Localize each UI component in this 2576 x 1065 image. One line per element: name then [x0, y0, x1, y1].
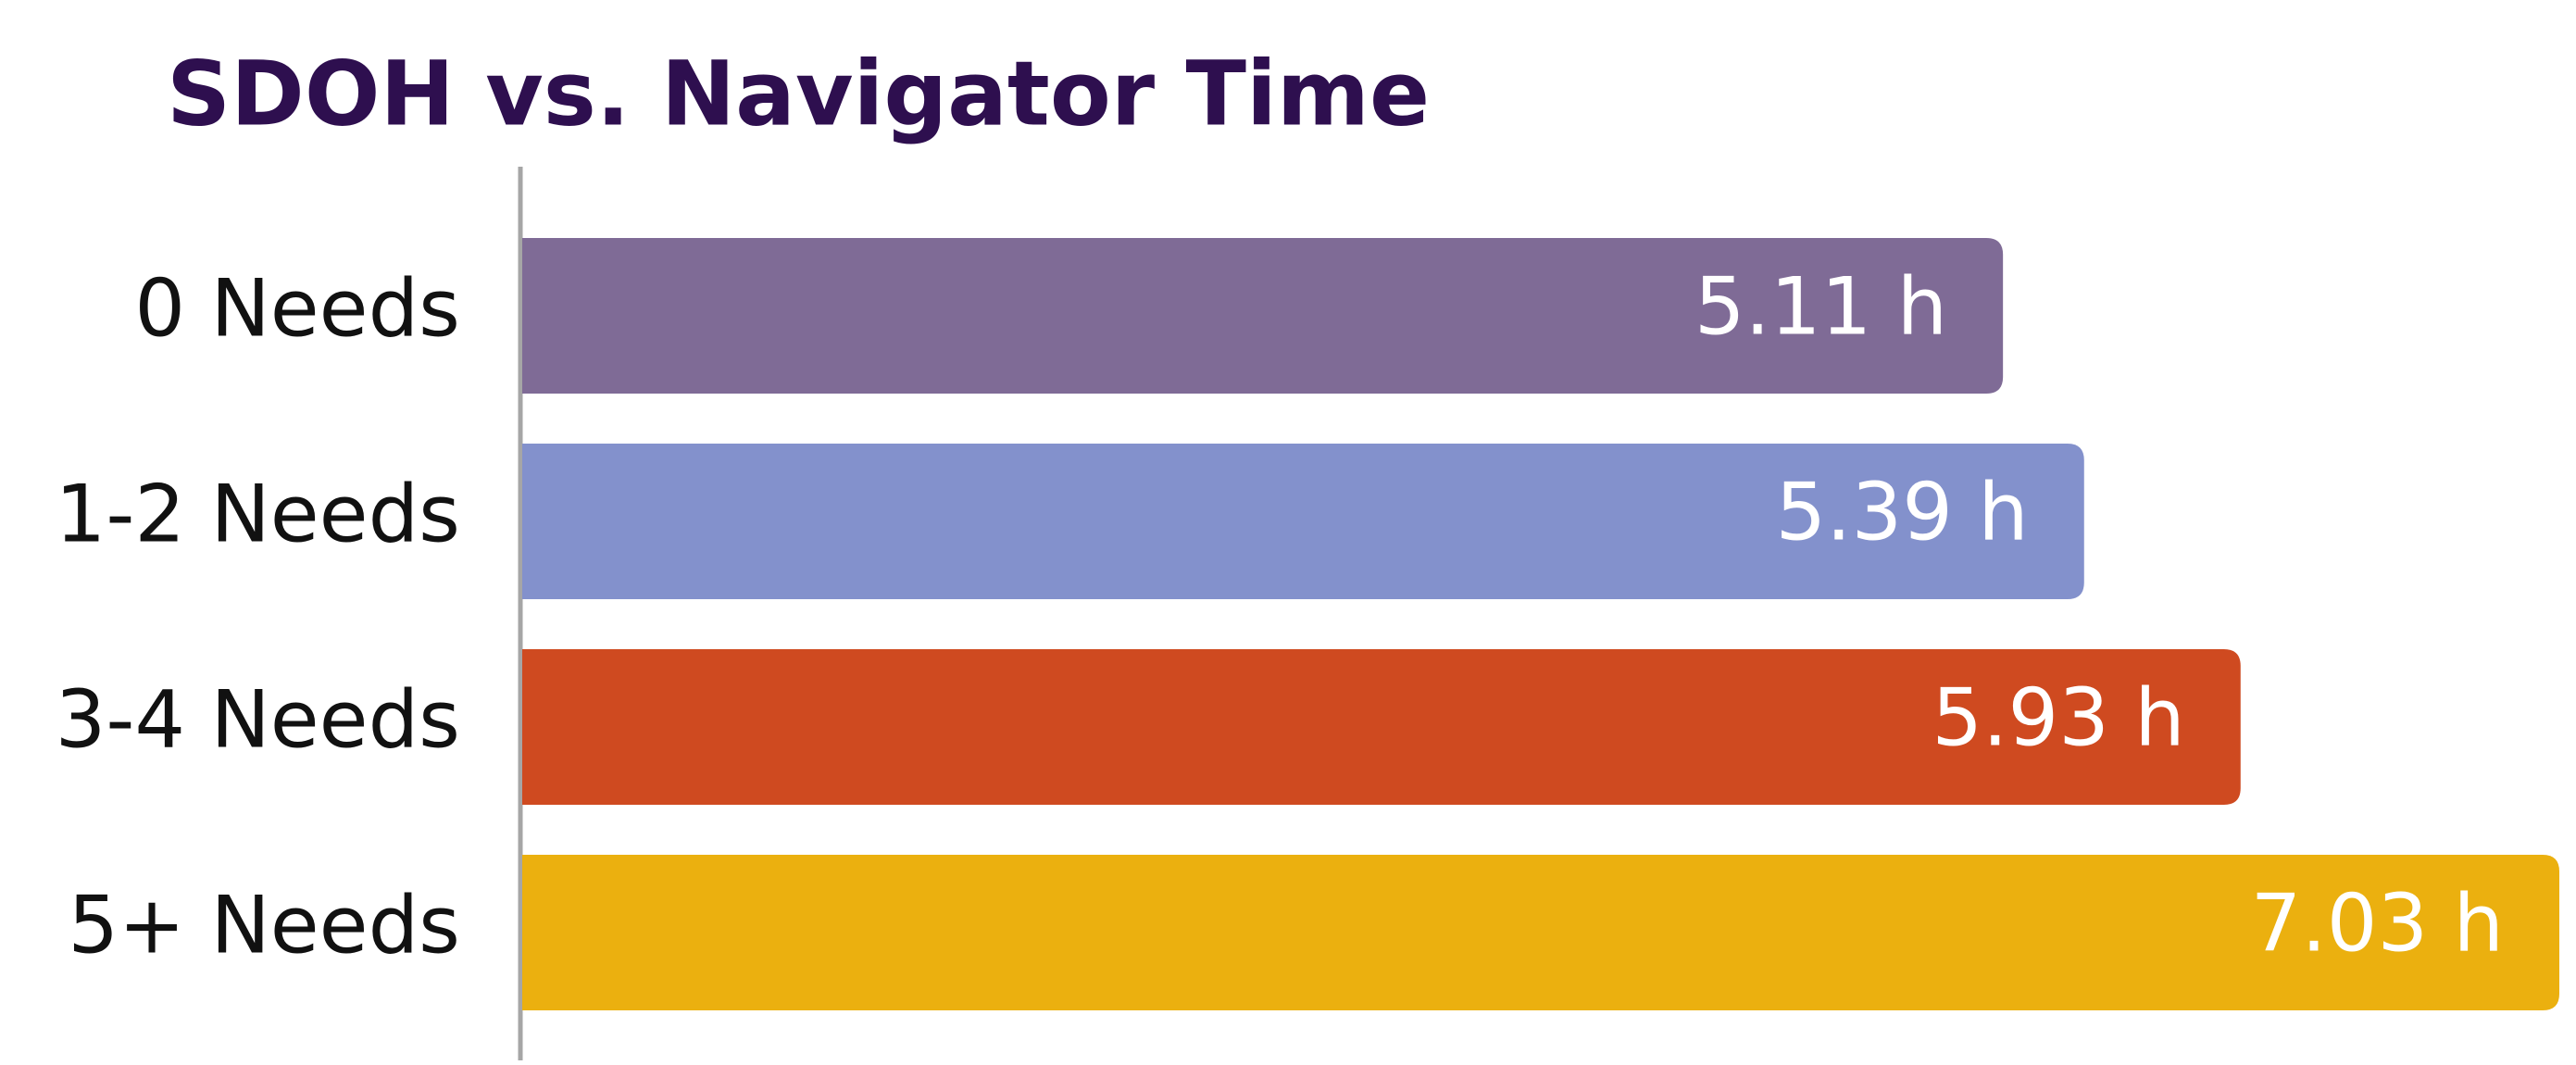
value-label: 7.03 h — [2251, 877, 2504, 970]
bar — [522, 238, 2004, 394]
category-label: 0 Needs — [134, 262, 460, 355]
value-label: 5.93 h — [1932, 671, 2184, 764]
value-label: 5.11 h — [1694, 260, 1947, 353]
category-label: 5+ Needs — [68, 879, 460, 971]
bar — [522, 649, 2241, 805]
value-label: 5.39 h — [1775, 466, 2028, 558]
chart-title: SDOH vs. Navigator Time — [167, 42, 1430, 145]
category-label: 1-2 Needs — [56, 468, 460, 560]
bar — [522, 855, 2559, 1010]
bar — [522, 444, 2084, 599]
category-label: 3-4 Needs — [56, 673, 460, 766]
